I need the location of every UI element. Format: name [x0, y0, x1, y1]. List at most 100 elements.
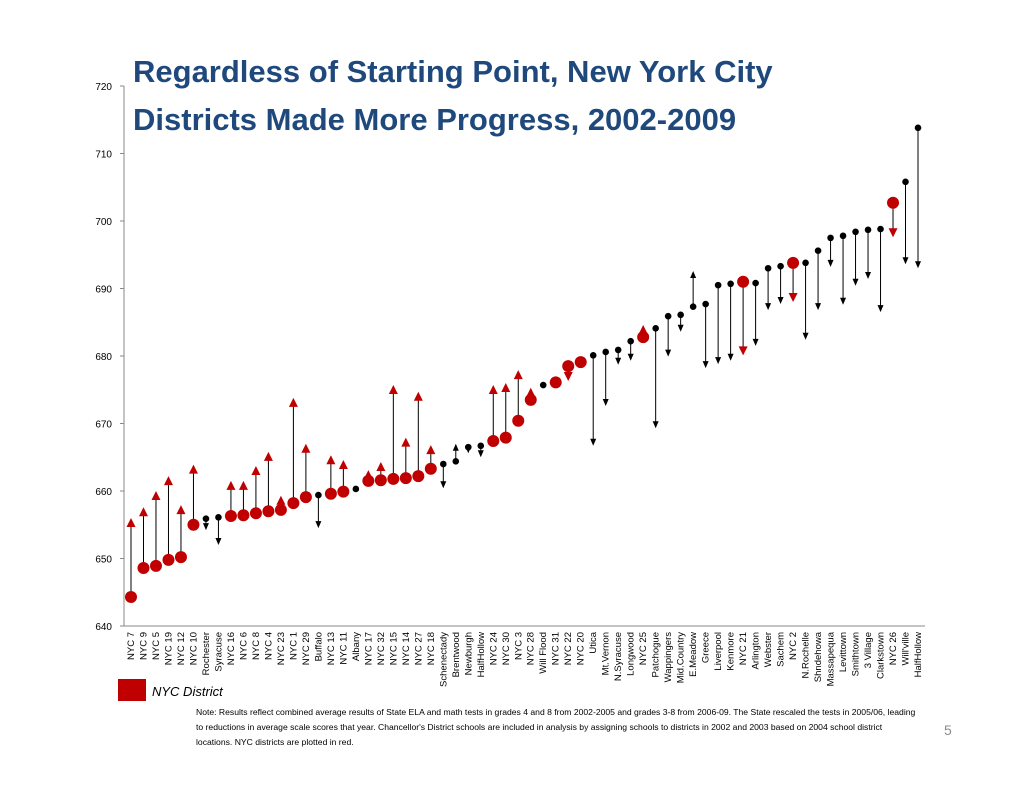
start-dot — [464, 443, 472, 451]
start-dot — [352, 485, 360, 493]
x-tick-label: NYC 7 — [126, 632, 137, 660]
arrow-head — [877, 305, 884, 313]
start-dot — [337, 485, 350, 498]
start-dot — [827, 234, 834, 242]
start-dot — [202, 515, 210, 522]
start-dot — [839, 232, 847, 240]
x-tick-label: Albany — [351, 632, 362, 661]
start-dot — [764, 264, 772, 272]
x-tick-label: NYC 20 — [576, 632, 587, 665]
start-dot — [902, 178, 909, 186]
start-dot — [499, 431, 512, 444]
arrow-head — [690, 270, 697, 278]
x-tick-label: NYC 4 — [263, 632, 274, 660]
arrow-head — [488, 385, 498, 395]
arrow-head — [338, 459, 348, 469]
x-tick-label: NYC 32 — [376, 632, 387, 665]
x-tick-label: Clarkstown — [876, 632, 887, 679]
arrow-head — [188, 464, 198, 474]
arrow-head — [326, 455, 336, 465]
start-dot — [215, 514, 222, 521]
start-dot — [677, 311, 684, 319]
start-dot — [524, 393, 537, 406]
arrow-head — [915, 261, 921, 269]
x-tick-label: Syracuse — [213, 632, 224, 672]
start-dot — [589, 352, 597, 359]
x-tick-label: Smithtown — [851, 632, 862, 676]
x-tick-label: NYC 13 — [326, 632, 337, 665]
start-dot — [162, 553, 175, 566]
x-tick-label: NYC 3 — [513, 632, 524, 660]
x-tick-label: Shndehowa — [813, 631, 824, 682]
x-tick-label: N.Syracuse — [613, 632, 624, 681]
x-tick-label: Massapequa — [826, 631, 837, 686]
start-dot — [664, 312, 672, 320]
start-dot — [362, 474, 375, 487]
x-tick-label: NYC 24 — [488, 632, 499, 665]
start-dot — [637, 331, 650, 344]
arrow-head — [126, 518, 136, 527]
x-tick-label: Liverpool — [713, 632, 724, 671]
start-dot — [477, 442, 485, 450]
start-dot — [412, 470, 425, 483]
start-dot — [424, 462, 437, 475]
y-tick-label: 650 — [95, 555, 112, 566]
chart-title: Regardless of Starting Point, New York C… — [133, 54, 773, 89]
start-dot — [539, 381, 547, 389]
y-tick-label: 690 — [95, 285, 112, 296]
x-tick-label: E.Meadow — [688, 632, 699, 677]
x-tick-label: 3 Village — [863, 632, 874, 668]
start-dot — [852, 228, 859, 236]
legend-swatch — [118, 679, 146, 701]
x-tick-label: Sachem — [776, 632, 787, 667]
x-tick-label: NYC 1 — [288, 632, 299, 660]
x-tick-label: NYC 19 — [163, 632, 174, 665]
y-tick-label: 700 — [95, 217, 112, 228]
arrow-head — [765, 303, 772, 311]
arrow-head — [888, 228, 898, 238]
arrow-head — [276, 495, 286, 505]
arrow-head — [815, 303, 822, 311]
arrow-head — [590, 438, 597, 446]
arrow-head — [440, 481, 447, 489]
start-dot — [315, 491, 322, 499]
x-tick-label: Will'ville — [901, 632, 912, 665]
arrow-head — [563, 371, 573, 381]
arrow-head — [163, 476, 173, 486]
start-dot — [614, 346, 622, 354]
arrow-head — [627, 353, 634, 361]
start-dot — [487, 435, 500, 448]
arrow-head — [652, 421, 659, 429]
x-tick-label: Wappingers — [663, 632, 674, 683]
arrow-head — [426, 445, 436, 455]
start-dot — [887, 196, 900, 209]
x-tick-label: NYC 17 — [363, 632, 374, 665]
x-tick-label: NYC 2 — [788, 632, 799, 660]
start-dot — [249, 507, 262, 520]
arrow-head — [752, 338, 759, 346]
arrow-head — [777, 297, 784, 305]
arrow-head — [702, 361, 709, 369]
arrow-head — [202, 523, 209, 531]
arrow-head — [477, 450, 484, 458]
x-tick-label: NYC 9 — [138, 632, 149, 660]
arrow-head — [151, 491, 161, 500]
x-tick-label: Mid.Country — [676, 632, 687, 683]
start-dot — [914, 124, 922, 132]
x-tick-label: Brentwood — [451, 632, 462, 677]
arrow-head — [138, 507, 148, 517]
x-tick-label: Schenectady — [438, 632, 449, 687]
start-dot — [137, 561, 150, 574]
start-dot — [274, 503, 287, 516]
x-tick-label: Arlington — [751, 632, 762, 670]
x-tick-label: Webster — [763, 632, 774, 667]
x-tick-label: NYC 29 — [301, 632, 312, 665]
x-tick-label: NYC 22 — [563, 632, 574, 665]
arrow-head — [615, 357, 622, 365]
start-dot — [814, 247, 822, 254]
arrow-head — [413, 391, 423, 401]
x-tick-label: NYC 26 — [888, 632, 899, 665]
arrow-head — [315, 521, 322, 529]
y-tick-label: 710 — [95, 150, 112, 161]
